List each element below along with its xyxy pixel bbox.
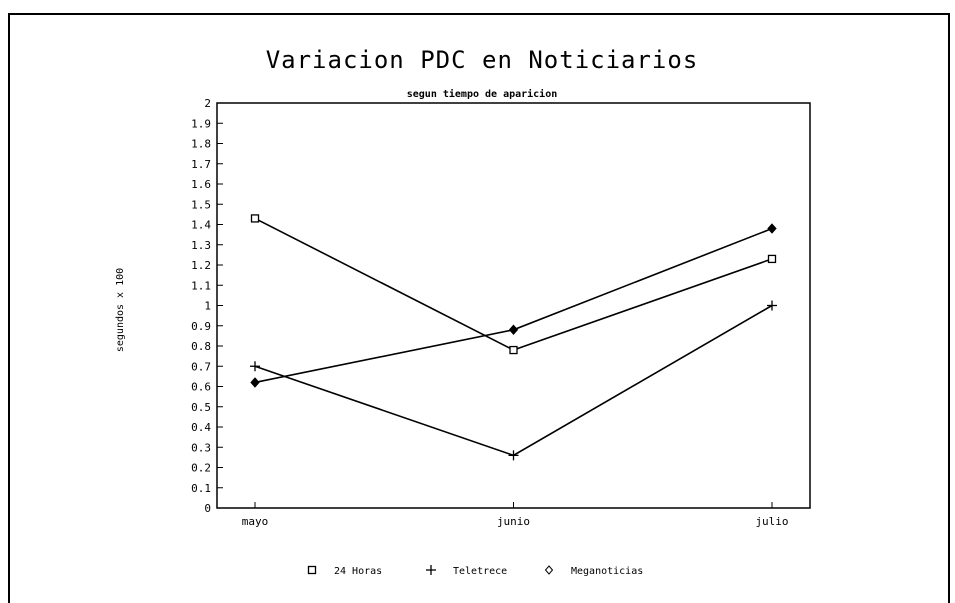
y-tick-label: 1.7 — [191, 158, 211, 171]
legend-marker-meganoticias — [544, 565, 554, 575]
y-tick-label: 1.6 — [191, 178, 211, 191]
x-tick-label: junio — [497, 515, 530, 528]
y-tick-label: 0.6 — [191, 381, 211, 394]
y-tick-label: 1.9 — [191, 117, 211, 130]
y-tick-label: 1.3 — [191, 239, 211, 252]
x-tick-label: julio — [755, 515, 788, 528]
series-24-horas — [250, 214, 777, 355]
y-tick-label: 1.1 — [191, 279, 211, 292]
chart-subtitle: segun tiempo de aparicion — [407, 88, 558, 100]
x-tick-label: mayo — [242, 515, 269, 528]
y-tick-label: 0 — [204, 502, 211, 515]
y-tick-label: 0.8 — [191, 340, 211, 353]
series-teletrece — [250, 300, 777, 461]
y-tick-label: 1.2 — [191, 259, 211, 272]
legend-marker-teletrece — [426, 565, 436, 575]
y-tick-label: 1.8 — [191, 138, 211, 151]
y-tick-label: 0.3 — [191, 441, 211, 454]
series-meganoticias — [250, 223, 777, 388]
y-tick-label: 1.4 — [191, 219, 211, 232]
point-meganoticias — [767, 223, 777, 234]
y-tick-label: 0.4 — [191, 421, 211, 434]
point-meganoticias — [250, 377, 260, 388]
point-24-horas — [250, 214, 260, 223]
point-teletrece — [250, 361, 260, 372]
legend-label-24-horas: 24 Horas — [334, 566, 382, 577]
chart-title: Variacion PDC en Noticiarios — [266, 46, 699, 74]
plot-area — [216, 102, 811, 509]
point-24-horas — [767, 254, 777, 264]
point-meganoticias — [508, 324, 519, 336]
y-tick-label: 0.1 — [191, 482, 211, 495]
y-tick-label: 0.2 — [191, 462, 211, 475]
legend-label-meganoticias: Meganoticias — [571, 566, 643, 577]
y-tick-label: 0.7 — [191, 360, 211, 373]
y-tick-label: 2 — [204, 97, 211, 110]
point-teletrece — [767, 300, 777, 311]
series-line-meganoticias — [254, 227, 773, 384]
y-axis-label: segundos x 100 — [115, 268, 126, 352]
y-tick-label: 0.9 — [191, 320, 211, 333]
x-axis: mayo junio julio — [242, 502, 789, 528]
series-layer — [250, 214, 777, 461]
legend-marker-24-horas — [307, 565, 317, 575]
point-teletrece — [508, 450, 519, 461]
point-24-horas — [509, 345, 518, 355]
y-tick-label: 1.5 — [191, 198, 211, 211]
legend-label-teletrece: Teletrece — [453, 566, 507, 577]
y-tick-label: 1 — [204, 300, 211, 313]
y-axis: 0 0.1 0.2 0.3 0.4 0.5 0.6 0.7 0.8 0.9 1 1.1 1.2 1.3 1.… — [191, 97, 223, 515]
legend: 24 Horas Teletrece Meganoticias — [307, 565, 643, 577]
y-tick-label: 0.5 — [191, 401, 211, 414]
